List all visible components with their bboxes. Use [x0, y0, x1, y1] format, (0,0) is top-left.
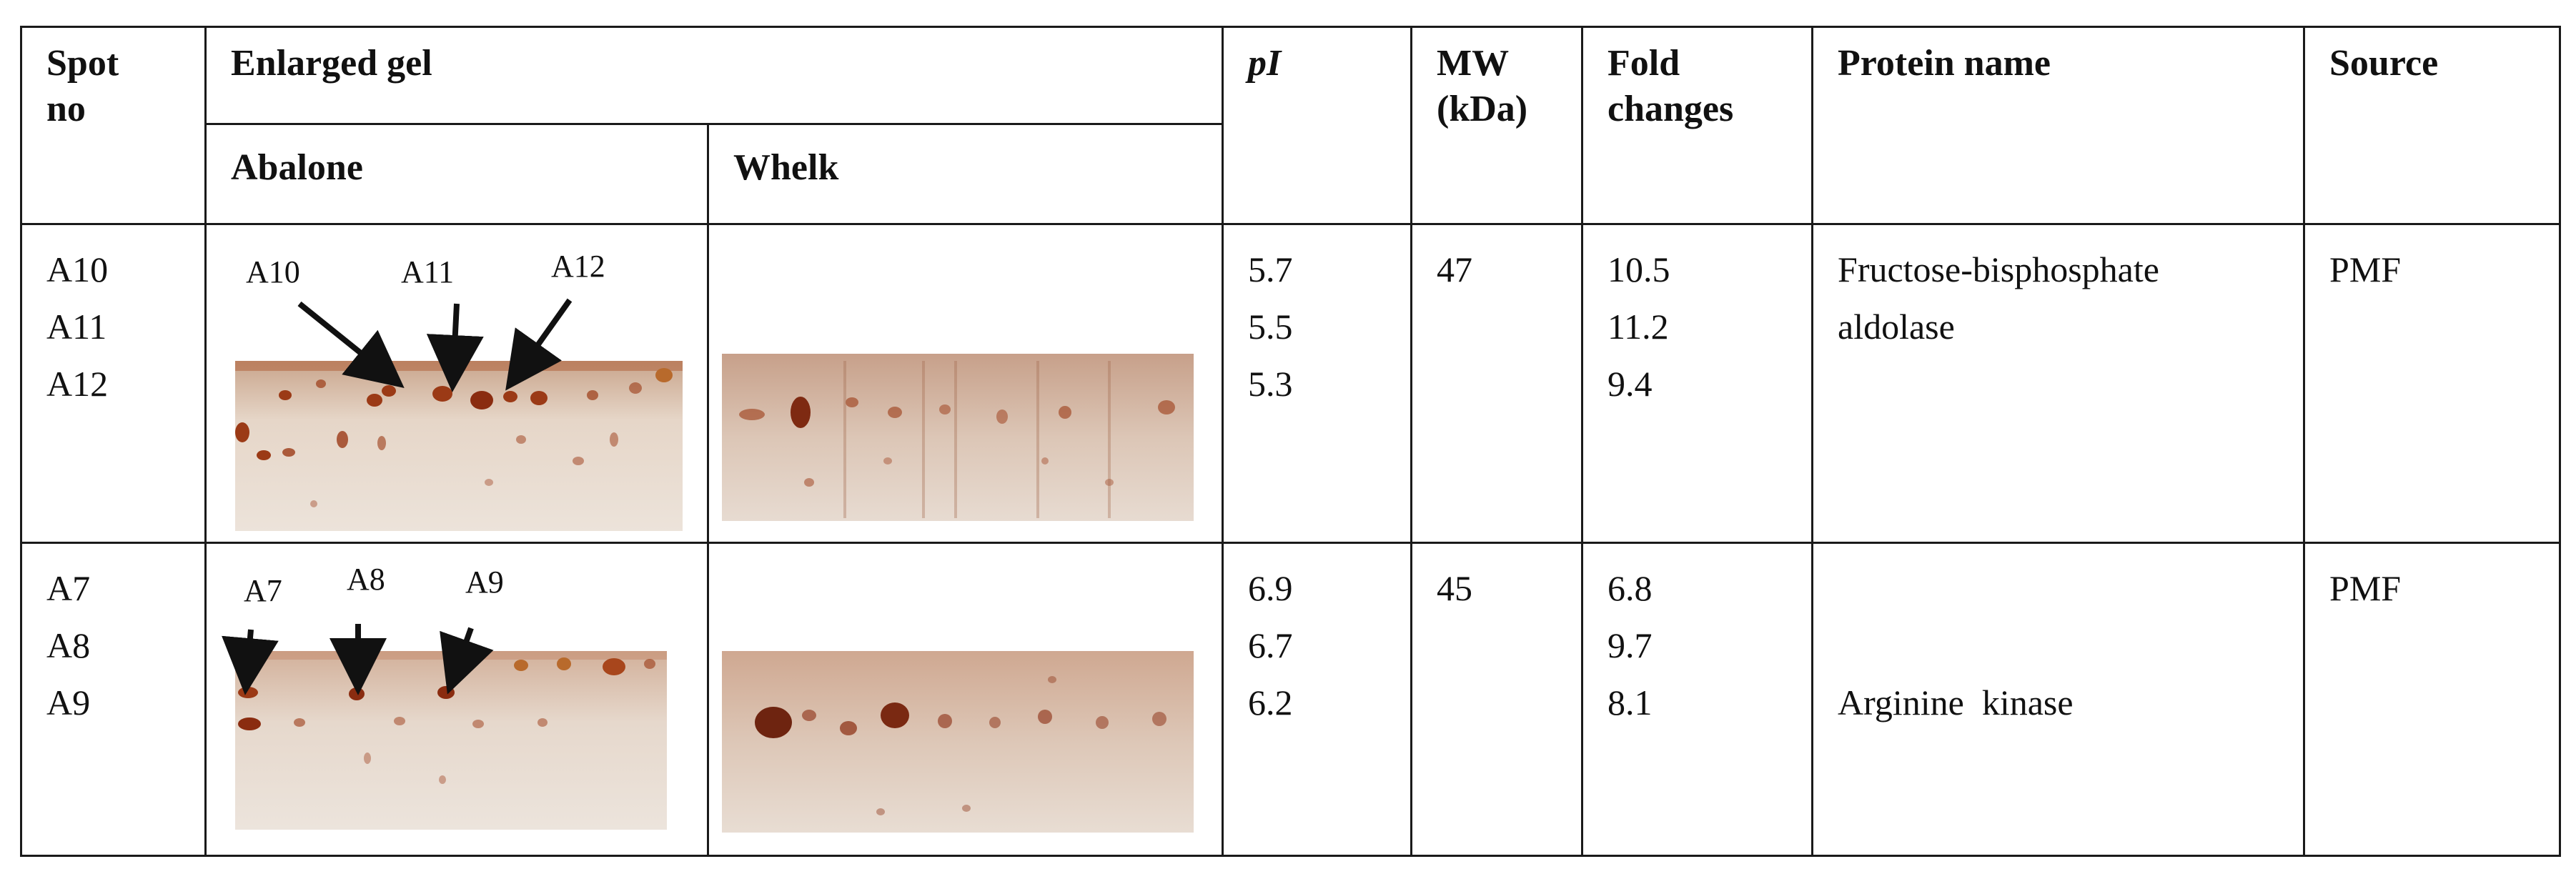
pi-value: 5.3 [1248, 364, 1293, 404]
abalone-gel-image-1: A10 A11 A12 [235, 249, 683, 531]
spot-label: A11 [46, 307, 107, 347]
pi-value: 5.7 [1248, 249, 1293, 289]
header-source: Source [2303, 26, 2562, 225]
abalone-gel-image-2: A7 A8 A9 [222, 562, 667, 830]
protein-name-cell: Arginine kinase [1811, 542, 2306, 857]
table-row: A7 A8 A9 [20, 542, 2562, 857]
header-spot-no-line1: Spot [46, 43, 119, 84]
mw-cell: 45 [1410, 542, 1584, 857]
gel-label-a12: A12 [551, 249, 605, 284]
table-row: A10 A11 A12 [20, 223, 2562, 544]
header-fold-changes: Fold changes [1581, 26, 1814, 225]
header-mw-line2: (kDa) [1437, 89, 1528, 129]
gel-label-a7: A7 [244, 573, 282, 608]
source-cell: PMF [2303, 542, 2562, 857]
header-fold-line2: changes [1607, 89, 1734, 129]
spot-label: A10 [46, 249, 109, 289]
protein-spot-table: Spot no Enlarged gel pI MW (kDa) Fold ch… [20, 26, 2562, 857]
header-whelk: Whelk [706, 123, 1224, 225]
abalone-gel-cell: A7 A8 A9 [204, 542, 709, 857]
fold-value: 10.5 [1607, 249, 1670, 289]
header-protein-name: Protein name [1811, 26, 2306, 225]
fold-change-cell: 6.8 9.7 8.1 [1581, 542, 1814, 857]
header-mw-line1: MW [1437, 43, 1510, 84]
protein-name-cell: Fructose-bisphosphate aldolase [1811, 223, 2306, 544]
pi-value: 6.9 [1248, 568, 1293, 608]
fold-value: 11.2 [1607, 307, 1669, 347]
pi-cell: 6.9 6.7 6.2 [1222, 542, 1413, 857]
spot-label: A12 [46, 364, 109, 404]
fold-value: 9.7 [1607, 625, 1653, 665]
spot-label: A9 [46, 682, 91, 722]
fold-change-cell: 10.5 11.2 9.4 [1581, 223, 1814, 544]
header-spot-no: Spot no [20, 26, 207, 225]
gel-label-a11: A11 [401, 254, 454, 289]
gel-label-a10: A10 [246, 254, 300, 289]
spot-no-cell: A10 A11 A12 [20, 223, 207, 544]
spot-label: A7 [46, 568, 91, 608]
mw-cell: 47 [1410, 223, 1584, 544]
fold-value: 9.4 [1607, 364, 1653, 404]
pi-value: 5.5 [1248, 307, 1293, 347]
header-spot-no-line2: no [46, 89, 86, 129]
whelk-gel-image-1 [722, 354, 1194, 521]
header-pi: pI [1222, 26, 1413, 225]
protein-name-line: Fructose-bisphosphate [1838, 249, 2159, 289]
header-mw: MW (kDa) [1410, 26, 1584, 225]
spot-no-cell: A7 A8 A9 [20, 542, 207, 857]
protein-name-line: Arginine kinase [1838, 682, 2074, 722]
abalone-gel-cell: A10 A11 A12 [204, 223, 709, 544]
fold-value: 8.1 [1607, 682, 1653, 722]
pi-cell: 5.7 5.5 5.3 [1222, 223, 1413, 544]
whelk-gel-cell [706, 542, 1224, 857]
gel-label-a9: A9 [465, 565, 504, 600]
fold-value: 6.8 [1607, 568, 1653, 608]
pi-value: 6.7 [1248, 625, 1293, 665]
pi-value: 6.2 [1248, 682, 1293, 722]
gel-label-a8: A8 [347, 562, 385, 597]
header-enlarged-gel: Enlarged gel [204, 26, 1224, 125]
whelk-gel-cell [706, 223, 1224, 544]
spot-label: A8 [46, 625, 91, 665]
whelk-gel-image-2 [722, 651, 1194, 833]
header-fold-line1: Fold [1607, 43, 1680, 84]
source-cell: PMF [2303, 223, 2562, 544]
header-abalone: Abalone [204, 123, 709, 225]
protein-name-line: aldolase [1838, 307, 1955, 347]
